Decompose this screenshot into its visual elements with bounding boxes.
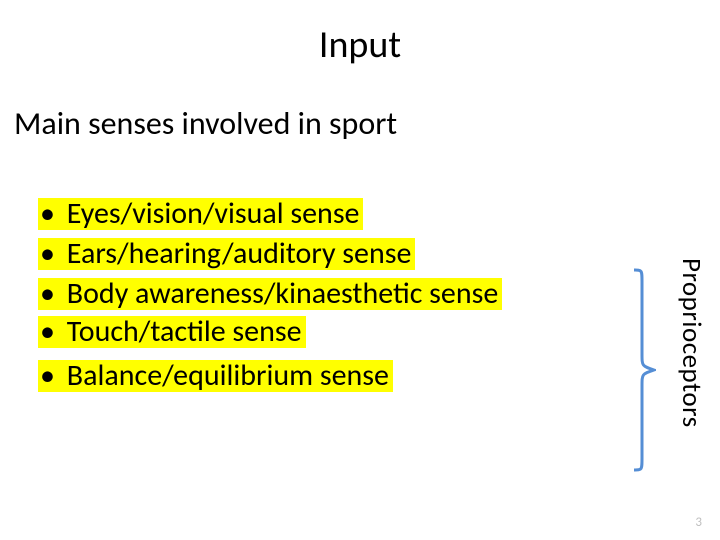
bullet-list: • Eyes/vision/visual sense • Ears/hearin… <box>38 198 578 398</box>
bullet-text: Eyes/vision/visual sense <box>67 195 360 232</box>
bullet-dot: • <box>40 317 60 347</box>
slide-subtitle: Main senses involved in sport <box>0 68 720 143</box>
bullet-text: Balance/equilibrium sense <box>67 357 389 394</box>
bullet-item: • Ears/hearing/auditory sense <box>38 238 578 270</box>
bullet-highlight: • Touch/tactile sense <box>38 316 306 348</box>
page-number: 3 <box>695 515 702 530</box>
bullet-dot: • <box>40 239 60 269</box>
bullet-highlight: • Eyes/vision/visual sense <box>38 198 363 230</box>
side-label: Proprioceptors <box>674 258 708 482</box>
bullet-item: • Touch/tactile sense <box>38 316 578 348</box>
bullet-text: Ears/hearing/auditory sense <box>67 235 412 272</box>
bullet-item: • Balance/equilibrium sense <box>38 360 578 392</box>
bullet-text: Body awareness/kinaesthetic sense <box>67 275 498 312</box>
bullet-highlight: • Balance/equilibrium sense <box>38 360 393 392</box>
curly-bracket-icon <box>632 268 656 472</box>
slide: Input Main senses involved in sport • Ey… <box>0 0 720 540</box>
bullet-dot: • <box>40 199 60 229</box>
bullet-highlight: • Body awareness/kinaesthetic sense <box>38 278 502 310</box>
bullet-dot: • <box>40 279 60 309</box>
bracket-path <box>634 270 654 470</box>
bullet-text: Touch/tactile sense <box>67 313 302 350</box>
bullet-item: • Body awareness/kinaesthetic sense <box>38 278 578 310</box>
bullet-dot: • <box>40 361 60 391</box>
bracket-svg <box>632 268 656 472</box>
slide-title: Input <box>0 0 720 68</box>
bullet-highlight: • Ears/hearing/auditory sense <box>38 238 415 270</box>
bullet-item: • Eyes/vision/visual sense <box>38 198 578 230</box>
